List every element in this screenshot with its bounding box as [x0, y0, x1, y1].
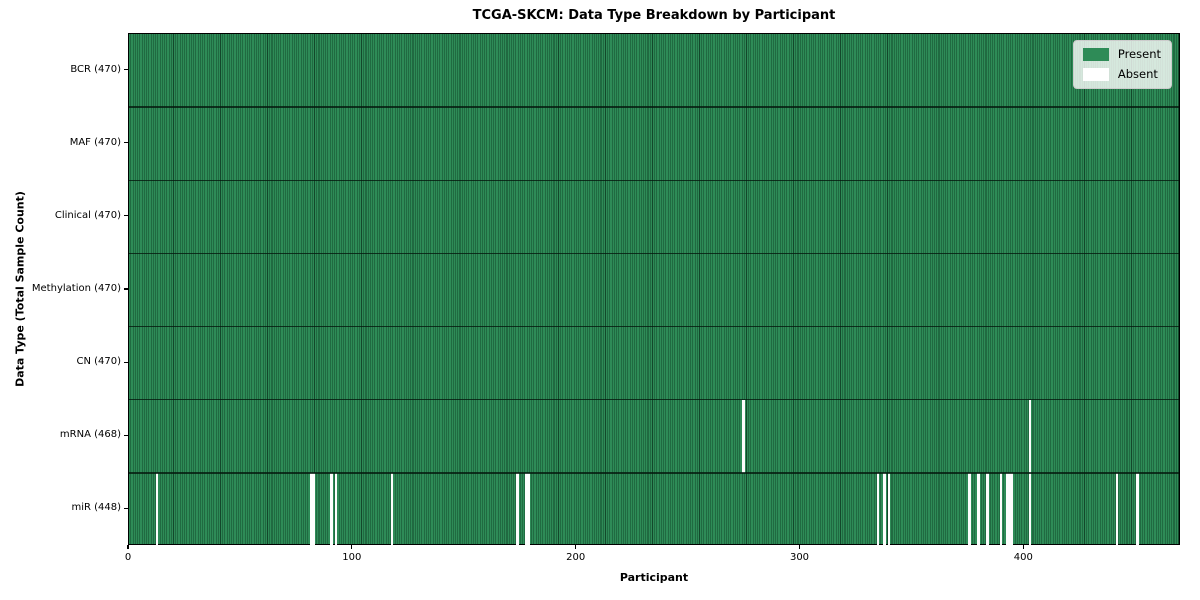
absent-cell-miR-334	[876, 472, 879, 546]
absent-cell-miR-375	[968, 472, 971, 546]
row-divider	[129, 472, 1179, 474]
absent-cell-miR-339	[887, 472, 891, 546]
row-divider	[129, 325, 1179, 328]
xtick-mark	[351, 545, 353, 549]
row-divider	[129, 179, 1179, 181]
absent-cell-miR-394	[1010, 472, 1014, 546]
absent-cell-miR-173	[516, 472, 519, 546]
ytick-mark	[124, 507, 128, 509]
legend-item-absent: Absent	[1082, 67, 1161, 81]
xtick-mark	[127, 545, 129, 549]
xtick-mark	[798, 545, 801, 549]
present-color-swatch	[1082, 48, 1109, 61]
absent-cell-miR-337	[883, 472, 886, 546]
row-divider	[129, 252, 1179, 255]
row-divider	[129, 106, 1179, 108]
ytick-mark	[124, 69, 128, 71]
legend-item-present: Present	[1082, 47, 1161, 61]
absent-cell-miR-82	[312, 472, 315, 546]
absent-cell-miR-90	[330, 472, 333, 546]
absent-cell-miR-393	[1008, 472, 1012, 546]
xtick-label-400: 400	[1013, 552, 1033, 563]
row-divider	[129, 399, 1179, 401]
legend-label-absent: Absent	[1117, 67, 1158, 81]
absent-cell-miR-12	[155, 472, 159, 546]
xtick-label-200: 200	[566, 552, 586, 563]
ytick-mark	[124, 434, 128, 436]
x-axis-title: Participant	[619, 571, 689, 584]
legend: Present Absent	[1072, 40, 1172, 89]
xtick-label-300: 300	[789, 552, 810, 563]
xtick-mark	[575, 545, 577, 549]
absent-cell-miR-441	[1116, 472, 1119, 546]
absent-cell-miR-402	[1028, 472, 1032, 546]
ytick-label-Clinical: Clinical (470)	[54, 209, 121, 221]
absent-cell-mRNA-274	[742, 399, 745, 473]
absent-cell-miR-81	[310, 472, 313, 546]
absent-cell-miR-383	[986, 472, 989, 546]
absent-cell-mRNA-402	[1028, 399, 1032, 473]
absent-cell-miR-177	[525, 472, 528, 546]
legend-label-present: Present	[1117, 47, 1161, 61]
ytick-label-mRNA: mRNA (468)	[59, 429, 121, 441]
xtick-label-100: 100	[342, 552, 362, 563]
heatmap-plot-area: Present Absent	[128, 33, 1180, 546]
chart-title: TCGA-SKCM: Data Type Breakdown by Partic…	[472, 8, 836, 23]
ytick-label-MAF: MAF (470)	[69, 136, 121, 148]
xtick-label-0: 0	[124, 552, 132, 563]
ytick-mark	[124, 215, 128, 217]
xtick-mark	[1022, 545, 1024, 549]
ytick-mark	[124, 361, 128, 363]
absent-cell-miR-389	[999, 472, 1003, 546]
absent-cell-miR-178	[527, 472, 530, 546]
absent-cell-miR-392	[1006, 472, 1009, 546]
absent-color-swatch	[1082, 68, 1109, 81]
ytick-label-BCR: BCR (470)	[70, 63, 121, 75]
absent-cell-miR-450	[1136, 472, 1139, 546]
ytick-label-miR: miR (448)	[71, 502, 121, 514]
ytick-label-Methylation: Methylation (470)	[31, 283, 121, 294]
ytick-label-CN: CN (470)	[76, 356, 121, 368]
ytick-mark	[124, 142, 128, 144]
absent-cell-miR-92	[334, 472, 338, 546]
ytick-mark	[124, 288, 128, 290]
absent-cell-miR-117	[390, 472, 394, 546]
absent-cell-miR-379	[977, 472, 980, 546]
